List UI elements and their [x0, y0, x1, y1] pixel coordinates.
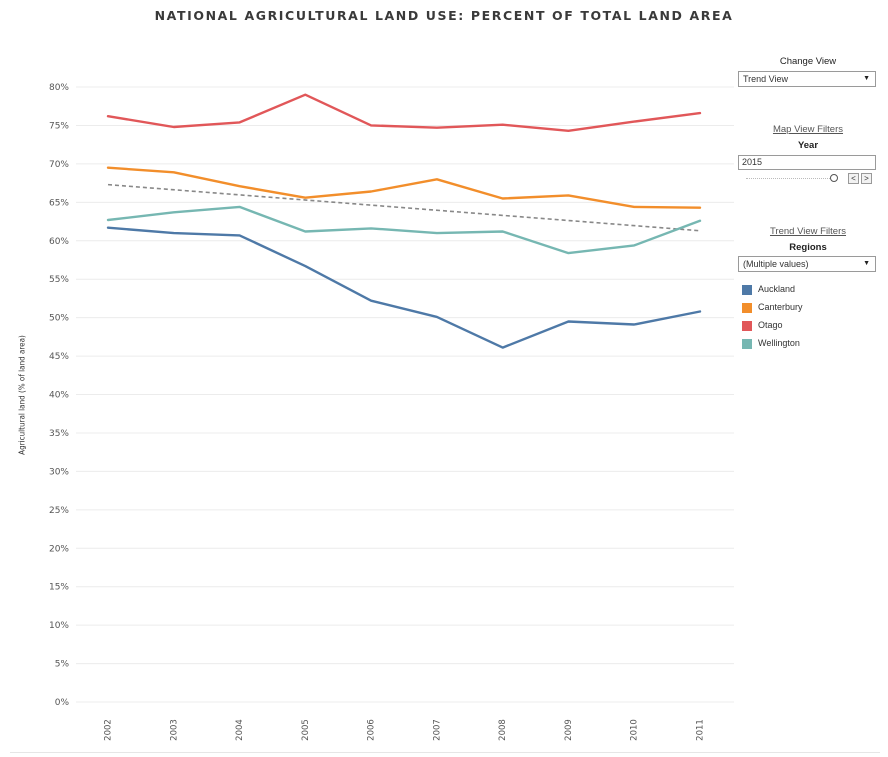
y-tick-label: 60% [49, 237, 69, 247]
x-tick-label: 2002 [104, 719, 114, 741]
legend-swatch [742, 321, 752, 331]
regions-select[interactable]: (Multiple values) ▼ [738, 256, 876, 272]
legend-swatch [742, 303, 752, 313]
y-tick-label: 25% [49, 506, 69, 516]
slider-track [746, 178, 836, 179]
page-title: NATIONAL AGRICULTURAL LAND USE: PERCENT … [154, 8, 734, 23]
legend-item-canterbury[interactable]: Canterbury [738, 300, 878, 318]
slider-handle[interactable] [830, 174, 838, 182]
y-tick-label: 55% [49, 275, 69, 285]
x-tick-label: 2004 [235, 719, 245, 741]
year-input[interactable]: 2015 [738, 155, 876, 170]
y-tick-label: 15% [49, 583, 69, 593]
legend-swatch [742, 339, 752, 349]
year-slider[interactable]: < > [738, 172, 878, 186]
trend-line [107, 183, 701, 232]
y-tick-label: 10% [49, 621, 69, 631]
x-tick-label: 2007 [432, 719, 442, 741]
legend-item-wellington[interactable]: Wellington [738, 336, 878, 354]
next-year-button[interactable]: > [861, 173, 872, 184]
trend-view-filters-link[interactable]: Trend View Filters [769, 226, 847, 237]
legend-label: Otago [758, 320, 783, 330]
series-line-otago [106, 93, 702, 133]
x-tick-label: 2009 [564, 719, 574, 741]
sidebar: Change View Trend View ▼ Map View Filter… [738, 56, 878, 354]
series-line-wellington [106, 205, 702, 255]
legend-label: Wellington [758, 338, 800, 348]
y-axis-label: Agricultural land (% of land area) [17, 335, 27, 455]
y-tick-label: 50% [49, 314, 69, 324]
series-line-canterbury [106, 166, 702, 209]
x-tick-label: 2011 [696, 719, 706, 741]
y-tick-label: 35% [49, 429, 69, 439]
y-tick-label: 45% [49, 352, 69, 362]
x-tick-label: 2008 [498, 719, 508, 741]
line-chart: 0% 5% 10% 15% 20% 25% 30% 35% 40% 45% 50% 55% 60% 65%… [17, 83, 734, 741]
legend-label: Canterbury [758, 302, 803, 312]
y-tick-label: 65% [49, 198, 69, 208]
y-tick-label: 75% [49, 121, 69, 131]
y-tick-label: 70% [49, 160, 69, 170]
y-tick-label: 30% [49, 467, 69, 477]
change-view-value: Trend View [743, 74, 789, 84]
y-tick-label: 40% [49, 391, 69, 401]
y-tick-label: 80% [49, 83, 69, 93]
chart-svg: 0% 5% 10% 15% 20% 25% 30% 35% 40% 45% 50% 55% 60% 65%… [49, 83, 734, 741]
x-tick-label: 2003 [169, 719, 179, 741]
x-tick-label: 2005 [301, 719, 311, 741]
previous-year-button[interactable]: < [848, 173, 859, 184]
y-tick-label: 5% [55, 660, 70, 670]
regions-label: Regions [789, 242, 827, 253]
x-tick-label: 2010 [630, 719, 640, 741]
x-tick-label: 2006 [367, 719, 377, 741]
bottom-divider [10, 752, 880, 753]
year-label: Year [797, 140, 819, 151]
series-line-auckland [106, 226, 702, 349]
change-view-label: Change View [779, 56, 837, 67]
y-tick-label: 0% [55, 698, 70, 708]
legend: Auckland Canterbury Otago Wellington [738, 282, 878, 354]
map-view-filters-link[interactable]: Map View Filters [772, 124, 844, 135]
legend-swatch [742, 285, 752, 295]
regions-value: (Multiple values) [743, 259, 809, 269]
y-tick-label: 20% [49, 544, 69, 554]
change-view-select[interactable]: Trend View ▼ [738, 71, 876, 87]
legend-label: Auckland [758, 284, 796, 294]
dropdown-caret-icon: ▼ [863, 75, 870, 82]
legend-item-otago[interactable]: Otago [738, 318, 878, 336]
legend-item-auckland[interactable]: Auckland [738, 282, 878, 300]
dropdown-caret-icon: ▼ [863, 260, 870, 267]
